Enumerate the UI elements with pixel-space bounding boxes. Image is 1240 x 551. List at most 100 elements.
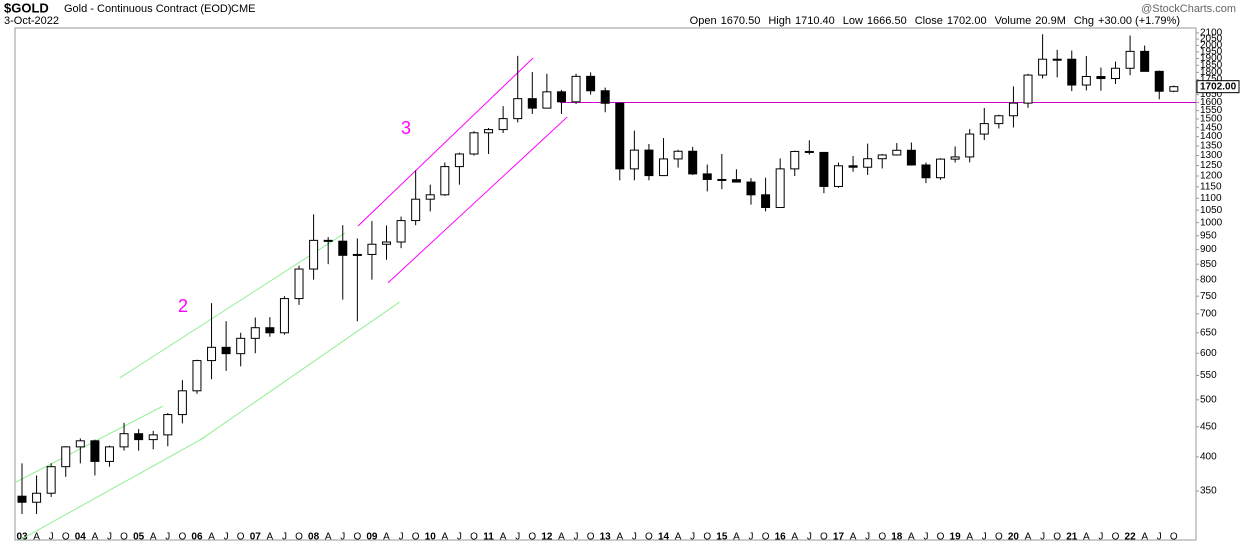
x-tick-label: 13 xyxy=(600,532,612,543)
candle-body xyxy=(309,239,319,270)
y-tick-label: 900 xyxy=(1200,244,1217,255)
candle-body xyxy=(790,150,800,170)
x-tick-label: O xyxy=(237,532,245,543)
candle-body xyxy=(906,149,916,166)
y-tick-label: 600 xyxy=(1200,348,1217,359)
candle-body xyxy=(425,194,435,200)
x-tick-label: 09 xyxy=(366,532,378,543)
x-tick-label: J xyxy=(807,532,812,543)
y-tick-label: 1150 xyxy=(1200,182,1222,193)
candle-body xyxy=(207,346,217,362)
y-tick-label: 950 xyxy=(1200,230,1217,241)
candle-body xyxy=(673,150,683,160)
x-tick-label: A xyxy=(558,532,565,543)
last-price-box xyxy=(1196,80,1240,94)
x-tick-label: 06 xyxy=(191,532,203,543)
x-tick-label: J xyxy=(749,532,754,543)
candle-body xyxy=(819,151,829,187)
quote: Open 1670.50 High 1710.40 Low 1666.50 Close 170… xyxy=(690,15,1180,27)
candle-body xyxy=(892,149,902,156)
x-tick-label: O xyxy=(412,532,420,543)
candle-body xyxy=(688,150,698,175)
x-tick-label: A xyxy=(616,532,623,543)
candle-body xyxy=(1081,76,1091,86)
candle-body xyxy=(469,132,479,155)
x-tick-label: A xyxy=(733,532,740,543)
credit: @StockCharts.com xyxy=(1141,3,1236,15)
x-tick-label: 18 xyxy=(891,532,903,543)
x-tick-label: 05 xyxy=(133,532,145,543)
y-tick-label: 1200 xyxy=(1200,171,1223,182)
y-tick-label: 1850 xyxy=(1200,60,1223,71)
candle-body xyxy=(659,158,669,177)
candle-body xyxy=(629,149,639,170)
last-price-label: 1702.00 xyxy=(1200,81,1237,92)
candle-body xyxy=(61,446,71,468)
candle-body xyxy=(936,158,946,179)
candle-body xyxy=(600,90,610,104)
quote-label: Chg xyxy=(1074,15,1094,27)
x-tick-label: A xyxy=(33,532,40,543)
x-tick-label: J xyxy=(165,532,170,543)
y-tick-label: 350 xyxy=(1200,486,1217,497)
y-tick-label: 1400 xyxy=(1200,131,1223,142)
x-tick-label: O xyxy=(120,532,128,543)
candle-body xyxy=(352,253,362,256)
plot-frame xyxy=(14,27,1197,541)
x-tick-label: A xyxy=(850,532,857,543)
quote-value: 1710.40 xyxy=(795,15,835,27)
x-tick-label: A xyxy=(675,532,682,543)
candle-body xyxy=(75,440,85,448)
candle-body xyxy=(250,327,260,339)
annotation: 3 xyxy=(401,118,411,138)
candle-body xyxy=(1038,58,1048,76)
x-tick-label: A xyxy=(966,532,973,543)
quote-value: +30.00 (+1.79%) xyxy=(1098,15,1180,27)
y-tick-label: 1100 xyxy=(1200,193,1222,204)
candle-body xyxy=(731,179,741,183)
candle-body xyxy=(454,153,464,168)
candle-body xyxy=(950,156,960,160)
x-tick-label: 12 xyxy=(541,532,553,543)
x-tick-label: O xyxy=(470,532,478,543)
candle-body xyxy=(1111,67,1120,80)
quote-value: 1670.50 xyxy=(721,15,761,27)
y-tick-label: 2000 xyxy=(1200,40,1223,51)
x-tick-label: 10 xyxy=(425,532,437,543)
y-tick-label: 1500 xyxy=(1200,114,1223,125)
candle-body xyxy=(717,178,727,181)
x-tick-label: A xyxy=(1141,532,1148,543)
x-tick-label: 15 xyxy=(716,532,728,543)
x-tick-label: O xyxy=(62,532,70,543)
x-tick-label: A xyxy=(267,532,274,543)
x-tick-label: 07 xyxy=(250,532,262,543)
x-tick-label: 08 xyxy=(308,532,320,543)
candle-body xyxy=(571,75,581,103)
x-tick-label: 19 xyxy=(950,532,962,543)
candle-body xyxy=(1154,70,1164,92)
candle-body xyxy=(527,98,537,109)
x-tick-label: 16 xyxy=(775,532,787,543)
x-tick-label: O xyxy=(820,532,828,543)
x-tick-label: O xyxy=(995,532,1003,543)
candle-body xyxy=(965,133,975,158)
y-tick-label: 1300 xyxy=(1200,150,1223,161)
quote-label: Low xyxy=(843,15,863,27)
candle-body xyxy=(46,466,56,494)
y-tick-label: 650 xyxy=(1200,327,1217,338)
x-tick-label: O xyxy=(528,532,536,543)
x-tick-label: J xyxy=(1157,532,1162,543)
x-tick-label: 14 xyxy=(658,532,670,543)
candle-body xyxy=(265,327,275,334)
y-tick-label: 1250 xyxy=(1200,160,1223,171)
x-tick-label: 20 xyxy=(1008,532,1020,543)
candle-body xyxy=(761,194,771,208)
x-tick-label: O xyxy=(937,532,945,543)
candle-body xyxy=(644,149,654,177)
y-tick-label: 800 xyxy=(1200,274,1217,285)
x-tick-label: J xyxy=(224,532,229,543)
y-tick-label: 2050 xyxy=(1200,34,1223,45)
candle-body xyxy=(17,495,27,503)
x-tick-label: J xyxy=(457,532,462,543)
